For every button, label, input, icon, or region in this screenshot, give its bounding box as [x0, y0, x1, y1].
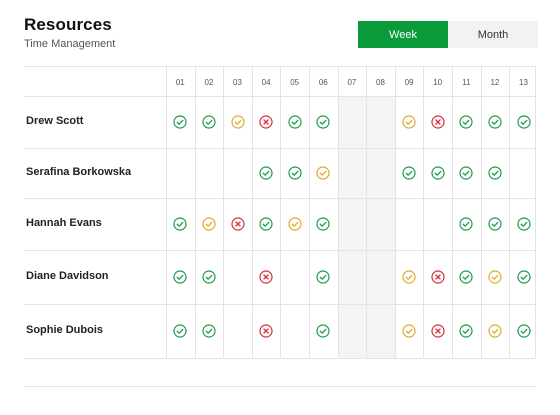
grid-column-divider — [166, 66, 167, 358]
check-circle-icon[interactable] — [173, 217, 187, 231]
month-button[interactable]: Month — [448, 21, 538, 48]
pending-check-circle-icon[interactable] — [402, 115, 416, 129]
x-circle-icon[interactable] — [259, 115, 273, 129]
check-circle-icon[interactable] — [173, 115, 187, 129]
pending-check-circle-icon[interactable] — [202, 217, 216, 231]
day-header: 05 — [290, 78, 300, 87]
grid-row-divider — [24, 358, 536, 359]
pending-check-circle-icon[interactable] — [402, 270, 416, 284]
check-circle-icon[interactable] — [488, 166, 502, 180]
day-header: 12 — [490, 78, 500, 87]
grid-column-divider — [452, 66, 453, 358]
day-header: 01 — [175, 78, 185, 87]
grid-column-divider — [280, 66, 282, 358]
check-circle-icon[interactable] — [316, 217, 330, 231]
grid-row-divider — [24, 198, 536, 199]
resource-name: Diane Davidson — [26, 270, 109, 282]
check-circle-icon[interactable] — [259, 217, 273, 231]
week-button[interactable]: Week — [358, 21, 448, 48]
check-circle-icon[interactable] — [259, 166, 273, 180]
check-circle-icon[interactable] — [516, 270, 531, 284]
day-header: 13 — [519, 78, 528, 87]
check-circle-icon[interactable] — [288, 115, 302, 129]
x-circle-icon[interactable] — [431, 115, 445, 129]
grid-column-divider — [251, 66, 253, 358]
weekend-shade — [366, 96, 395, 358]
x-circle-icon[interactable] — [431, 270, 445, 284]
check-circle-icon[interactable] — [459, 115, 473, 129]
check-circle-icon[interactable] — [459, 324, 473, 338]
pending-check-circle-icon[interactable] — [488, 270, 502, 284]
pending-check-circle-icon[interactable] — [288, 217, 302, 231]
check-circle-icon[interactable] — [316, 324, 330, 338]
check-circle-icon[interactable] — [488, 115, 502, 129]
check-circle-icon[interactable] — [288, 166, 302, 180]
check-circle-icon[interactable] — [202, 115, 216, 129]
resource-name: Hannah Evans — [26, 217, 102, 229]
grid-column-divider — [366, 66, 368, 358]
x-circle-icon[interactable] — [259, 270, 273, 284]
grid-column-divider — [194, 66, 196, 358]
check-circle-icon[interactable] — [459, 166, 473, 180]
pending-check-circle-icon[interactable] — [402, 324, 416, 338]
grid-row-divider — [24, 66, 536, 67]
day-header: 03 — [233, 78, 242, 87]
check-circle-icon[interactable] — [173, 270, 187, 284]
check-circle-icon[interactable] — [173, 324, 187, 338]
x-circle-icon[interactable] — [230, 217, 245, 231]
pending-check-circle-icon[interactable] — [316, 166, 330, 180]
view-toggle: Week Month — [358, 21, 538, 48]
grid-row-divider — [24, 96, 536, 97]
grid-column-divider — [223, 66, 225, 358]
page-title: Resources — [24, 15, 112, 34]
check-circle-icon[interactable] — [431, 166, 445, 180]
check-circle-icon[interactable] — [316, 270, 330, 284]
check-circle-icon[interactable] — [402, 166, 416, 180]
grid-column-divider — [423, 66, 425, 358]
grid-column-divider — [394, 66, 396, 358]
day-header: 04 — [261, 78, 271, 87]
weekend-shade — [337, 96, 367, 358]
check-circle-icon[interactable] — [459, 217, 473, 231]
grid-footer-divider — [24, 386, 536, 387]
day-header: 07 — [347, 78, 357, 87]
day-header: 06 — [318, 78, 328, 87]
page-subtitle: Time Management — [24, 38, 116, 50]
check-circle-icon[interactable] — [516, 115, 531, 129]
day-header: 08 — [376, 78, 385, 87]
grid-column-divider — [509, 66, 511, 358]
check-circle-icon[interactable] — [516, 324, 531, 338]
pending-check-circle-icon[interactable] — [230, 115, 245, 129]
day-header: 10 — [433, 78, 443, 87]
grid-column-divider — [480, 66, 482, 358]
check-circle-icon[interactable] — [202, 324, 216, 338]
check-circle-icon[interactable] — [459, 270, 473, 284]
grid-row-divider — [24, 148, 536, 149]
grid-column-divider — [309, 66, 310, 358]
x-circle-icon[interactable] — [259, 324, 273, 338]
grid-column-divider — [337, 66, 339, 358]
check-circle-icon[interactable] — [488, 217, 502, 231]
day-header: 02 — [204, 78, 214, 87]
grid-row-divider — [24, 250, 536, 251]
check-circle-icon[interactable] — [316, 115, 330, 129]
day-header: 09 — [404, 78, 414, 87]
x-circle-icon[interactable] — [431, 324, 445, 338]
pending-check-circle-icon[interactable] — [488, 324, 502, 338]
check-circle-icon[interactable] — [516, 217, 531, 231]
grid-row-divider — [24, 304, 536, 305]
grid-column-divider — [535, 66, 536, 358]
resource-name: Sophie Dubois — [26, 324, 103, 336]
resource-name: Drew Scott — [26, 115, 84, 127]
day-header: 11 — [462, 78, 471, 87]
check-circle-icon[interactable] — [202, 270, 216, 284]
resource-name: Serafina Borkowska — [26, 166, 132, 178]
